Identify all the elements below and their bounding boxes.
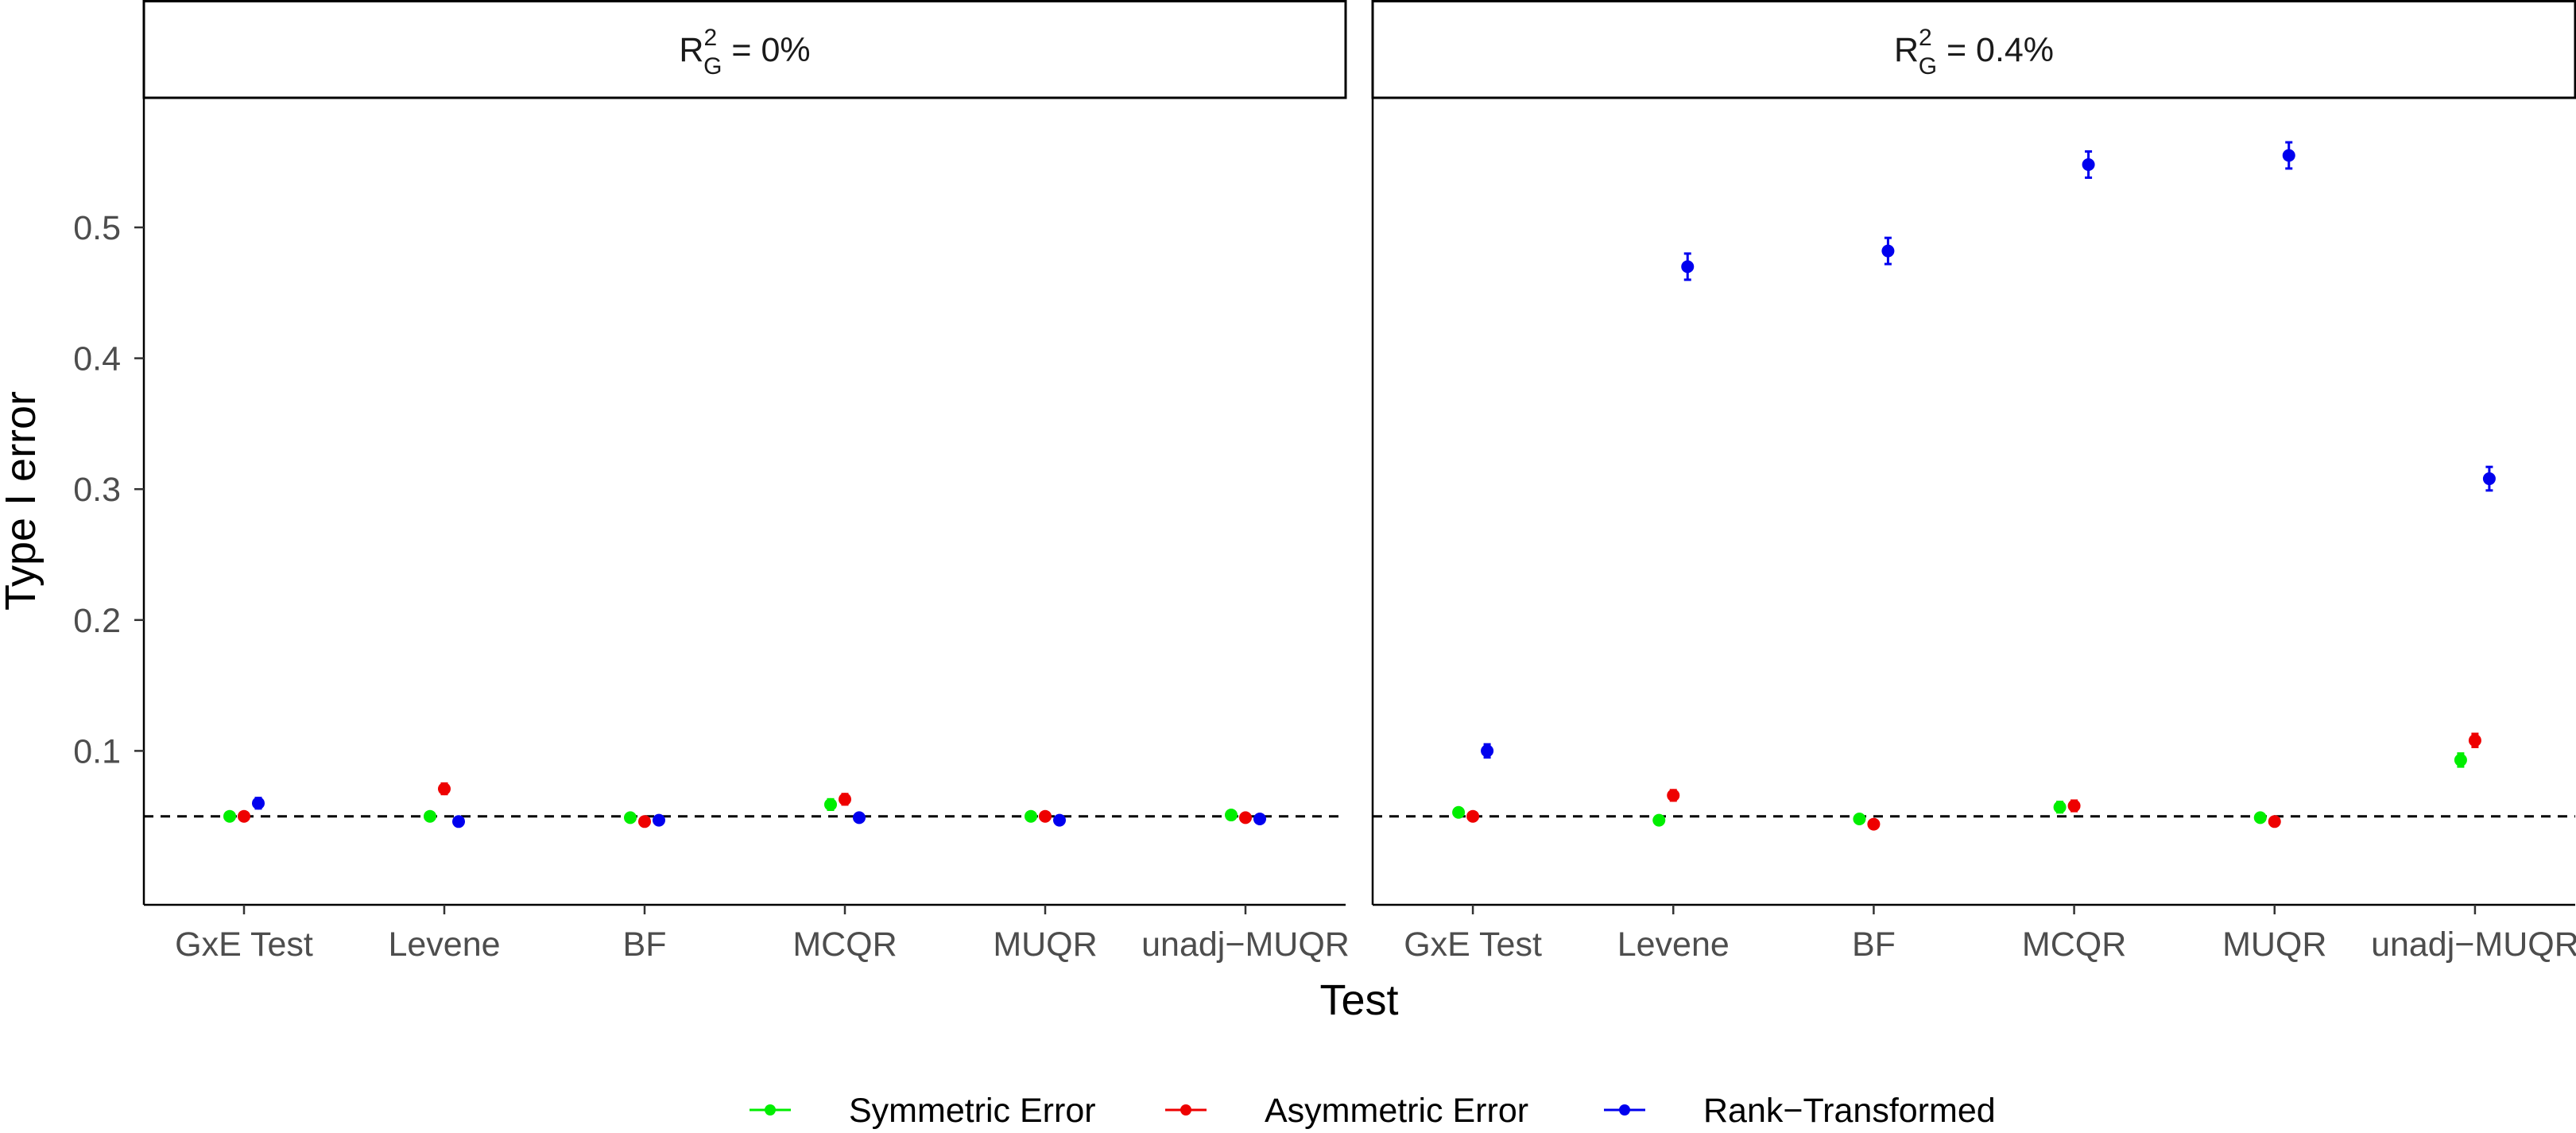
data-point: [1867, 817, 1881, 831]
legend-label: Rank−Transformed: [1703, 1092, 1996, 1130]
data-point: [2253, 811, 2267, 825]
data-point: [2468, 734, 2481, 747]
data-point: [824, 797, 837, 811]
data-point: [624, 811, 637, 825]
x-tick-label: unadj−MUQR: [1141, 925, 1350, 964]
x-tick-label: Levene: [1617, 925, 1730, 964]
data-point: [1452, 805, 1466, 819]
data-point: [2067, 799, 2081, 813]
data-point: [839, 793, 851, 806]
y-tick-label: 0.2: [73, 602, 121, 640]
y-tick-label: 0.1: [73, 732, 121, 770]
data-point: [452, 815, 465, 828]
data-point: [638, 815, 651, 828]
facet-strip-label: R2 G = 0%: [679, 25, 810, 80]
data-point: [1225, 809, 1238, 822]
panel-frames-layer: [142, 98, 2575, 906]
facet-strips-layer: R2 G = 0% R2 G = 0.4%: [142, 0, 2576, 99]
data-point: [653, 813, 665, 827]
data-point: [1053, 813, 1066, 827]
data-point: [1681, 260, 1695, 274]
data-point: [223, 809, 236, 823]
x-tick-label: MCQR: [792, 925, 897, 964]
y-axis-title: Type I error: [0, 391, 45, 611]
axes-layer: GxE Test Levene BF MCQR MUQR unadj−MUQR GxE Te…: [0, 209, 2576, 1024]
y-tick-label: 0.5: [73, 209, 121, 247]
x-tick-label: GxE Test: [175, 925, 313, 964]
data-layer: [223, 141, 2496, 831]
data-point: [424, 809, 436, 823]
legend-item: Symmetric Error: [750, 1092, 1096, 1130]
legend-item: Asymmetric Error: [1165, 1092, 1528, 1130]
legend-label: Symmetric Error: [849, 1092, 1096, 1130]
x-tick-label: MUQR: [2222, 925, 2326, 964]
facet-strip-box: [142, 0, 1347, 99]
x-tick-label: GxE Test: [1404, 925, 1542, 964]
legend-label: Asymmetric Error: [1265, 1092, 1528, 1130]
data-point: [1881, 244, 1895, 258]
data-point: [1239, 811, 1252, 825]
data-point: [2268, 815, 2281, 828]
x-tick-label: BF: [623, 925, 667, 964]
data-point: [1481, 744, 1494, 758]
data-point: [853, 811, 866, 825]
y-tick-label: 0.3: [73, 471, 121, 509]
legend-key-point: [765, 1104, 776, 1116]
data-point: [1039, 809, 1052, 823]
facet-strip-box: [1371, 0, 2576, 99]
x-tick-label: BF: [1852, 925, 1896, 964]
data-point: [2282, 149, 2295, 162]
data-point: [1652, 813, 1666, 827]
data-point: [2053, 801, 2067, 814]
legend-key-point: [1180, 1104, 1191, 1116]
data-point: [438, 782, 451, 796]
data-point: [238, 809, 250, 823]
x-axis-title: Test: [1319, 976, 1398, 1024]
x-tick-label: MCQR: [2022, 925, 2126, 964]
x-tick-label: unadj−MUQR: [2371, 925, 2576, 964]
data-point: [252, 797, 265, 810]
data-point: [1466, 809, 1480, 823]
legend-layer: Symmetric Error Asymmetric Error Rank−Tran…: [750, 1092, 1996, 1130]
legend-item: Rank−Transformed: [1604, 1092, 1996, 1130]
x-tick-label: Levene: [388, 925, 500, 964]
facet-strip-label: R2 G = 0.4%: [1894, 25, 2054, 80]
x-tick-label: MUQR: [993, 925, 1097, 964]
data-point: [1025, 809, 1037, 823]
data-point: [2482, 472, 2496, 486]
legend-key-point: [1619, 1104, 1630, 1116]
data-point: [1667, 789, 1680, 802]
data-point: [1853, 812, 1866, 825]
y-tick-label: 0.4: [73, 340, 121, 378]
data-point: [1253, 812, 1266, 825]
data-point: [2082, 157, 2095, 171]
data-point: [2454, 753, 2467, 766]
